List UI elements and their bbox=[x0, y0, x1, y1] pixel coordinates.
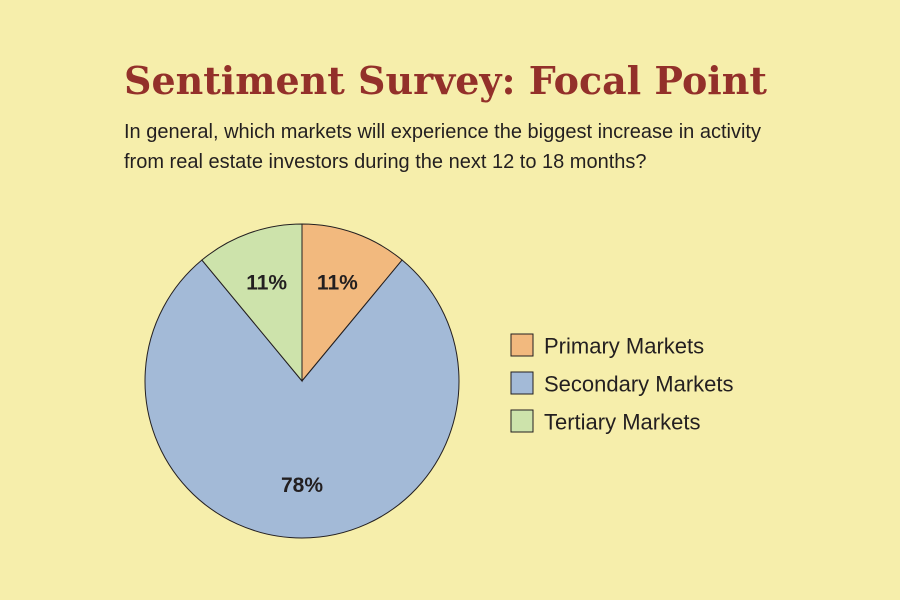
chart-title: Sentiment Survey: Focal Point bbox=[124, 58, 767, 103]
legend-swatch bbox=[510, 371, 534, 395]
legend: Primary Markets Secondary Markets Tertiary… bbox=[510, 333, 734, 435]
pie-slices bbox=[144, 223, 460, 539]
chart-subtitle: In general, which markets will experienc… bbox=[124, 121, 761, 173]
legend-swatch bbox=[510, 409, 534, 433]
legend-label: Tertiary Markets bbox=[544, 410, 700, 435]
pie-slice-secondary-markets bbox=[144, 259, 460, 539]
slice-value-label: 78% bbox=[281, 474, 323, 497]
slice-value-label: 11% bbox=[246, 271, 287, 294]
slice-value-label: 11% bbox=[317, 271, 358, 294]
legend-label: Secondary Markets bbox=[544, 372, 734, 397]
pie-slice-tertiary-markets bbox=[201, 223, 303, 383]
pie-slice-primary-markets bbox=[301, 223, 403, 383]
legend-label: Primary Markets bbox=[544, 334, 704, 359]
legend-swatch bbox=[510, 333, 534, 357]
pie-slice-labels: 11% 78% 11% bbox=[246, 271, 358, 497]
